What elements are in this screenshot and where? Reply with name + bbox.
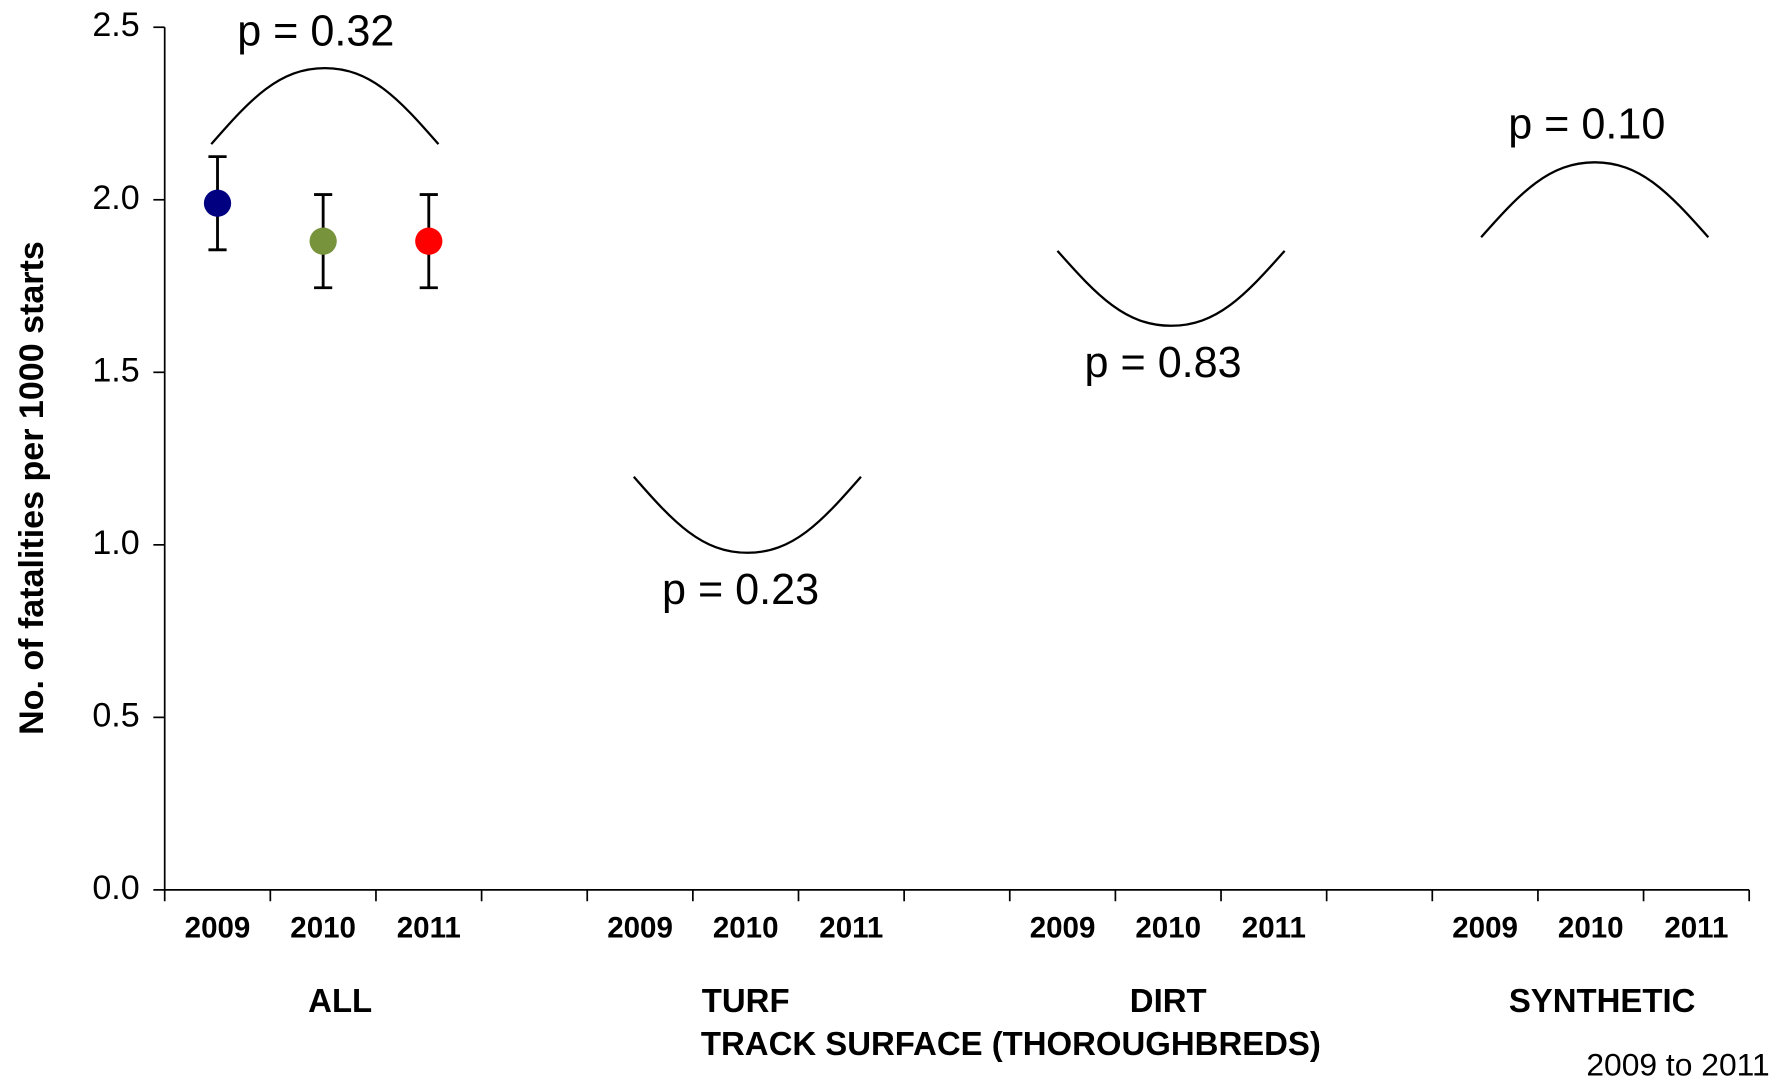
annotation: p = 0.23	[662, 566, 819, 614]
y-tick-label: 2.0	[92, 179, 139, 217]
dot	[309, 227, 337, 255]
annotation-arc	[632, 475, 862, 554]
x-tick-label: 2011	[819, 911, 883, 944]
x-tick-label: 2009	[1452, 911, 1518, 944]
group-label: SYNTHETIC	[1509, 982, 1696, 1019]
x-tick-label: 2009	[1030, 911, 1096, 944]
x-axis-label: TRACK SURFACE (THOROUGHBREDS)	[701, 1025, 1321, 1062]
x-tick-label: 2010	[1135, 911, 1201, 944]
group-label: DIRT	[1130, 982, 1207, 1019]
annotation: p = 0.10	[1508, 101, 1665, 149]
x-tick-label: 2009	[607, 911, 673, 944]
y-tick-label: 0.5	[92, 696, 139, 734]
x-tick-label: 2010	[290, 911, 356, 944]
x-tick-label: 2010	[1558, 911, 1624, 944]
annotation-arc	[1056, 250, 1286, 327]
annotation: p = 0.83	[1085, 339, 1242, 387]
y-tick-label: 1.5	[92, 351, 139, 389]
annotation-arc	[210, 66, 440, 145]
annotation-arc	[1480, 161, 1710, 238]
annotation: p = 0.32	[237, 7, 394, 55]
group-label: TURF	[702, 982, 790, 1019]
dot	[203, 189, 232, 217]
note: 2009 to 2011	[1586, 1046, 1769, 1082]
y-tick-label: 2.5	[92, 6, 139, 44]
x-tick-label: 2010	[713, 911, 779, 944]
x-tick-label: 2009	[185, 911, 251, 944]
y-tick-label: 0.0	[92, 869, 139, 907]
x-tick-label: 2011	[1664, 911, 1728, 944]
dot	[415, 227, 443, 255]
group-label: ALL	[308, 982, 372, 1019]
x-tick-label: 2011	[397, 911, 461, 944]
y-axis-label: No. of fatalities per 1000 starts	[13, 241, 51, 735]
x-tick-label: 2011	[1242, 911, 1306, 944]
y-tick-label: 1.0	[92, 524, 139, 562]
